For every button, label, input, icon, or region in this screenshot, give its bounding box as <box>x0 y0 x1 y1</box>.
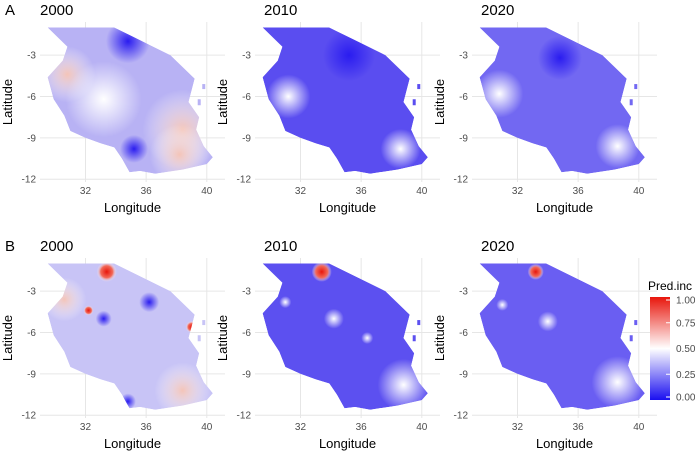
y-tick-label: -12 <box>22 175 37 186</box>
map-surface <box>262 27 428 174</box>
legend-tick-label: 0.00 <box>676 393 696 404</box>
y-tick-label: -6 <box>242 92 251 103</box>
legend-ticks: 1.00 0.75 0.50 0.25 0.00 <box>666 296 696 404</box>
row-label-b: B <box>5 238 15 255</box>
panel-b-2020: 32 36 40 -3 -6 -9 -12 Longitude Latitude <box>432 258 657 451</box>
x-tick-label: 36 <box>573 186 585 197</box>
x-tick-label: 40 <box>201 422 213 433</box>
y-tick-label: -6 <box>27 328 36 339</box>
legend-tick-label: 0.25 <box>676 370 696 381</box>
x-axis-label: Longitude <box>536 200 593 215</box>
y-tick-label: -6 <box>459 328 468 339</box>
y-tick-label: -6 <box>27 92 36 103</box>
y-axis-label: Latitude <box>215 315 230 361</box>
y-tick-label: -3 <box>27 51 36 62</box>
map-surface <box>47 263 213 410</box>
islands <box>197 84 206 106</box>
panel-title-b-2000: 2000 <box>40 238 73 255</box>
y-axis-label: Latitude <box>432 79 447 125</box>
y-axis-label: Latitude <box>432 315 447 361</box>
y-tick-label: -6 <box>242 328 251 339</box>
y-tick-label: -9 <box>27 133 36 144</box>
y-tick-label: -9 <box>459 133 468 144</box>
islands <box>412 320 421 342</box>
panel-a-2020: 32 36 40 -3 -6 -9 -12 Longitude Latitude <box>432 22 657 215</box>
x-tick-label: 32 <box>295 422 307 433</box>
panel-a-2010: 32 36 40 -3 -6 -9 -12 Longitude Latitude <box>215 22 440 215</box>
y-tick-label: -3 <box>459 51 468 62</box>
y-tick-label: -12 <box>454 175 469 186</box>
x-tick-label: 32 <box>80 422 92 433</box>
y-axis-label: Latitude <box>0 315 15 361</box>
panel-b-2000: 32 36 40 -3 -6 -9 -12 Longitude Latitude <box>0 258 225 451</box>
x-tick-label: 36 <box>356 422 368 433</box>
x-tick-label: 32 <box>512 186 524 197</box>
legend-colorbar <box>650 297 670 400</box>
y-tick-label: -9 <box>242 133 251 144</box>
islands <box>629 84 638 106</box>
y-tick-label: -12 <box>237 175 252 186</box>
y-axis-label: Latitude <box>0 79 15 125</box>
x-axis-label: Longitude <box>319 436 376 451</box>
x-tick-label: 40 <box>416 422 428 433</box>
x-tick-label: 36 <box>141 186 153 197</box>
islands <box>197 320 206 342</box>
islands <box>412 84 421 106</box>
x-axis-label: Longitude <box>319 200 376 215</box>
map-surface <box>479 27 645 174</box>
x-tick-label: 32 <box>295 186 307 197</box>
legend-tick-label: 0.75 <box>676 318 696 329</box>
y-tick-label: -9 <box>242 369 251 380</box>
y-tick-label: -3 <box>242 51 251 62</box>
y-tick-label: -12 <box>454 411 469 422</box>
x-tick-label: 36 <box>356 186 368 197</box>
y-axis-label: Latitude <box>215 79 230 125</box>
legend-tick-label: 0.50 <box>676 344 696 355</box>
y-tick-label: -6 <box>459 92 468 103</box>
panel-title-a-2020: 2020 <box>481 2 514 19</box>
legend-title: Pred.inc <box>648 279 692 293</box>
legend-tick-label: 1.00 <box>676 296 696 307</box>
x-axis-label: Longitude <box>104 200 161 215</box>
panel-title-b-2010: 2010 <box>264 238 297 255</box>
y-tick-label: -9 <box>459 369 468 380</box>
islands <box>629 320 638 342</box>
panel-title-a-2010: 2010 <box>264 2 297 19</box>
x-tick-label: 36 <box>141 422 153 433</box>
map-surface <box>262 263 428 410</box>
x-tick-label: 40 <box>633 186 645 197</box>
x-tick-label: 32 <box>80 186 92 197</box>
y-tick-label: -12 <box>237 411 252 422</box>
x-tick-label: 40 <box>633 422 645 433</box>
x-tick-label: 40 <box>416 186 428 197</box>
x-axis-label: Longitude <box>536 436 593 451</box>
y-tick-label: -3 <box>242 287 251 298</box>
y-tick-label: -12 <box>22 411 37 422</box>
row-label-a: A <box>5 2 15 19</box>
x-tick-label: 32 <box>512 422 524 433</box>
x-tick-label: 36 <box>573 422 585 433</box>
y-tick-label: -3 <box>27 287 36 298</box>
panel-title-b-2020: 2020 <box>481 238 514 255</box>
panel-title-a-2000: 2000 <box>40 2 73 19</box>
panel-b-2010: 32 36 40 -3 -6 -9 -12 Longitude Latitude <box>215 258 440 451</box>
y-tick-label: -9 <box>27 369 36 380</box>
x-tick-label: 40 <box>201 186 213 197</box>
panel-a-2000: 32 36 40 -3 -6 -9 -12 Longitude Latitude <box>0 22 225 215</box>
legend: Pred.inc 1.00 0.75 0.50 0.25 0.00 <box>648 279 696 404</box>
y-tick-label: -3 <box>459 287 468 298</box>
x-axis-label: Longitude <box>104 436 161 451</box>
